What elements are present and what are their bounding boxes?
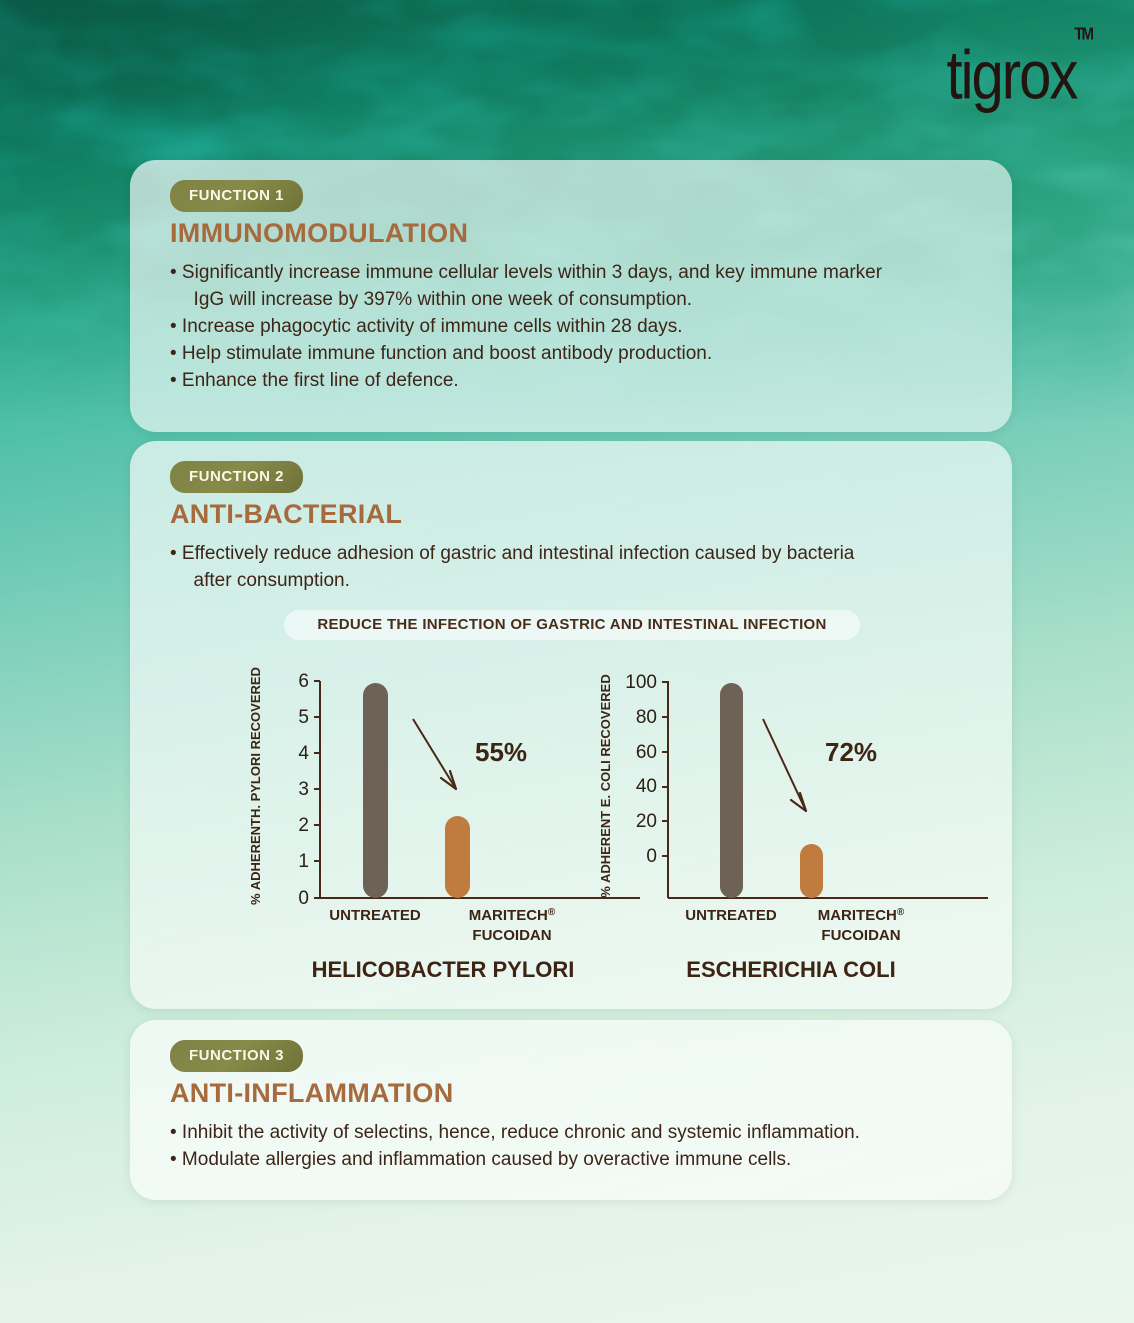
svg-text:ESCHERICHIA COLI: ESCHERICHIA COLI: [686, 957, 895, 981]
svg-text:UNTREATED: UNTREATED: [329, 907, 421, 924]
svg-text:MARITECH®: MARITECH®: [469, 907, 556, 925]
svg-text:FUCOIDAN: FUCOIDAN: [472, 927, 551, 944]
svg-text:55%: 55%: [475, 737, 527, 767]
svg-text:40: 40: [636, 776, 657, 797]
svg-text:2: 2: [298, 815, 309, 836]
svg-text:FUCOIDAN: FUCOIDAN: [821, 927, 900, 944]
svg-text:72%: 72%: [825, 737, 877, 767]
svg-text:5: 5: [298, 707, 309, 728]
svg-text:100: 100: [625, 672, 657, 693]
svg-text:20: 20: [636, 811, 657, 832]
svg-text:HELICOBACTER PYLORI: HELICOBACTER PYLORI: [312, 957, 575, 981]
svg-text:80: 80: [636, 707, 657, 728]
svg-text:4: 4: [298, 743, 309, 764]
svg-text:60: 60: [636, 742, 657, 763]
svg-text:3: 3: [298, 779, 309, 800]
svg-text:0: 0: [646, 846, 657, 867]
svg-text:% ADHERENTH. PYLORI RECOVERED: % ADHERENTH. PYLORI RECOVERED: [248, 667, 263, 905]
svg-text:UNTREATED: UNTREATED: [685, 907, 777, 924]
svg-text:6: 6: [298, 671, 309, 692]
svg-text:1: 1: [298, 851, 309, 872]
svg-text:MARITECH®: MARITECH®: [818, 907, 905, 925]
svg-text:0: 0: [298, 888, 309, 909]
svg-text:% ADHERENT E. COLI RECOVERED: % ADHERENT E. COLI RECOVERED: [598, 674, 613, 897]
